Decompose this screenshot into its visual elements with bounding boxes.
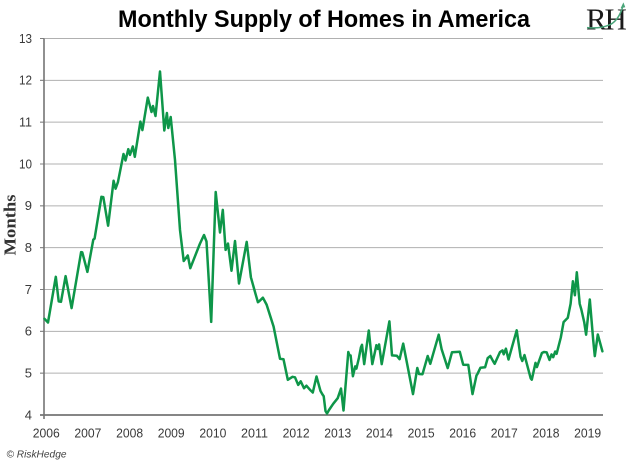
svg-text:Monthly Supply of Homes in Ame: Monthly Supply of Homes in America: [118, 6, 531, 33]
svg-text:2006: 2006: [33, 426, 60, 441]
svg-text:12: 12: [19, 73, 32, 88]
svg-text:2011: 2011: [241, 426, 268, 441]
svg-text:2013: 2013: [324, 426, 351, 441]
svg-text:10: 10: [19, 156, 32, 171]
svg-text:8: 8: [25, 240, 32, 255]
svg-text:2010: 2010: [199, 426, 226, 441]
svg-text:2008: 2008: [116, 426, 143, 441]
svg-text:9: 9: [25, 198, 32, 213]
svg-text:11: 11: [19, 115, 32, 130]
svg-text:2017: 2017: [491, 426, 518, 441]
svg-text:Months: Months: [1, 194, 20, 255]
svg-text:4: 4: [25, 407, 32, 422]
svg-text:2015: 2015: [408, 426, 435, 441]
svg-text:2009: 2009: [158, 426, 185, 441]
svg-text:5: 5: [25, 366, 32, 381]
svg-text:2012: 2012: [283, 426, 310, 441]
svg-text:2018: 2018: [533, 426, 560, 441]
svg-text:7: 7: [25, 282, 32, 297]
svg-text:© RiskHedge: © RiskHedge: [7, 449, 67, 461]
svg-text:6: 6: [25, 324, 32, 339]
svg-text:13: 13: [19, 31, 32, 46]
svg-text:2007: 2007: [74, 426, 101, 441]
svg-text:2019: 2019: [574, 426, 601, 441]
svg-text:2014: 2014: [366, 426, 393, 441]
svg-text:2016: 2016: [449, 426, 476, 441]
